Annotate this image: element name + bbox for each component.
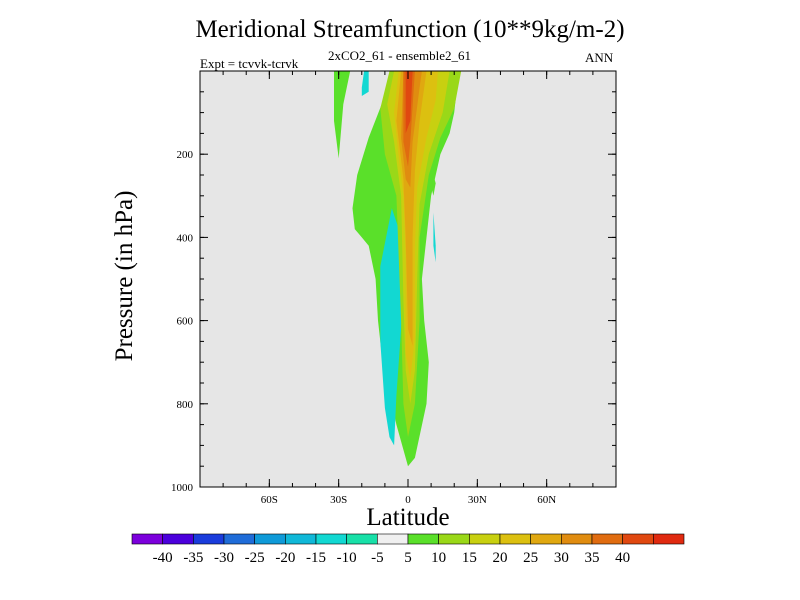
colorbar-label: -25 <box>245 550 265 566</box>
colorbar-swatch <box>315 533 347 545</box>
colorbar-swatch <box>346 533 378 545</box>
colorbar-swatch <box>561 533 593 545</box>
colorbar-swatch <box>131 533 163 545</box>
colorbar-swatch <box>499 533 531 545</box>
colorbar-label: -35 <box>183 550 203 566</box>
colorbar-swatch <box>162 533 194 545</box>
colorbar-swatch <box>254 533 286 545</box>
colorbar-label: 25 <box>523 550 538 566</box>
colorbar-label: 15 <box>462 550 477 566</box>
x-tick-label: 60N <box>537 494 556 506</box>
colorbar-swatch <box>377 533 409 545</box>
y-tick-label: 400 <box>177 232 194 244</box>
experiment-label: Expt = tcvvk-tcrvk <box>200 56 299 71</box>
colorbar-label: -5 <box>371 550 384 566</box>
colorbar: -40 -35 -30 -25 -20 -15 -10 -5 5 10 15 20 25 30 35 40 <box>131 533 685 566</box>
colorbar-label: -40 <box>153 550 173 566</box>
contour-pos-5-c <box>334 71 351 159</box>
colorbar-swatch <box>407 533 439 545</box>
y-tick-label: 1000 <box>171 482 194 494</box>
x-tick-label: 0 <box>405 494 411 506</box>
colorbar-label: -20 <box>275 550 295 566</box>
colorbar-label: -30 <box>214 550 234 566</box>
colorbar-swatch <box>591 533 623 545</box>
x-axis-label: Latitude <box>366 504 450 531</box>
colorbar-swatch <box>622 533 654 545</box>
contour-neg-10-a <box>380 208 404 446</box>
colorbar-swatch <box>223 533 255 545</box>
contour-layer <box>334 71 462 467</box>
colorbar-label: 5 <box>404 550 412 566</box>
colorbar-label: 30 <box>554 550 569 566</box>
colorbar-label: 20 <box>493 550 508 566</box>
colorbar-swatch <box>530 533 562 545</box>
contour-neg-10-b <box>361 71 369 96</box>
colorbar-label: 10 <box>431 550 446 566</box>
colorbar-label: 35 <box>585 550 600 566</box>
season-label: ANN <box>585 50 614 65</box>
contour-neg-10-c <box>433 212 436 263</box>
colorbar-swatch <box>469 533 501 545</box>
colorbar-swatch <box>438 533 470 545</box>
colorbar-swatch <box>285 533 317 545</box>
y-tick-label: 200 <box>177 149 194 161</box>
x-tick-label: 60S <box>261 494 278 506</box>
axis-layer: 60S 30S 0 30N 60N 200 400 600 800 1000 <box>171 70 617 506</box>
y-tick-label: 800 <box>177 399 194 411</box>
y-tick-label: 600 <box>177 316 194 328</box>
colorbar-label: 40 <box>615 550 630 566</box>
x-tick-label: 30N <box>468 494 487 506</box>
colorbar-label: -15 <box>306 550 326 566</box>
colorbar-swatch <box>653 533 685 545</box>
colorbar-swatch <box>193 533 225 545</box>
x-tick-label: 30S <box>330 494 347 506</box>
colorbar-label: -10 <box>337 550 357 566</box>
chart-subtitle: 2xCO2_61 - ensemble2_61 <box>328 48 471 63</box>
contour-pos-40-a <box>405 71 413 134</box>
chart-title: Meridional Streamfunction (10**9kg/m-2) <box>195 16 625 43</box>
